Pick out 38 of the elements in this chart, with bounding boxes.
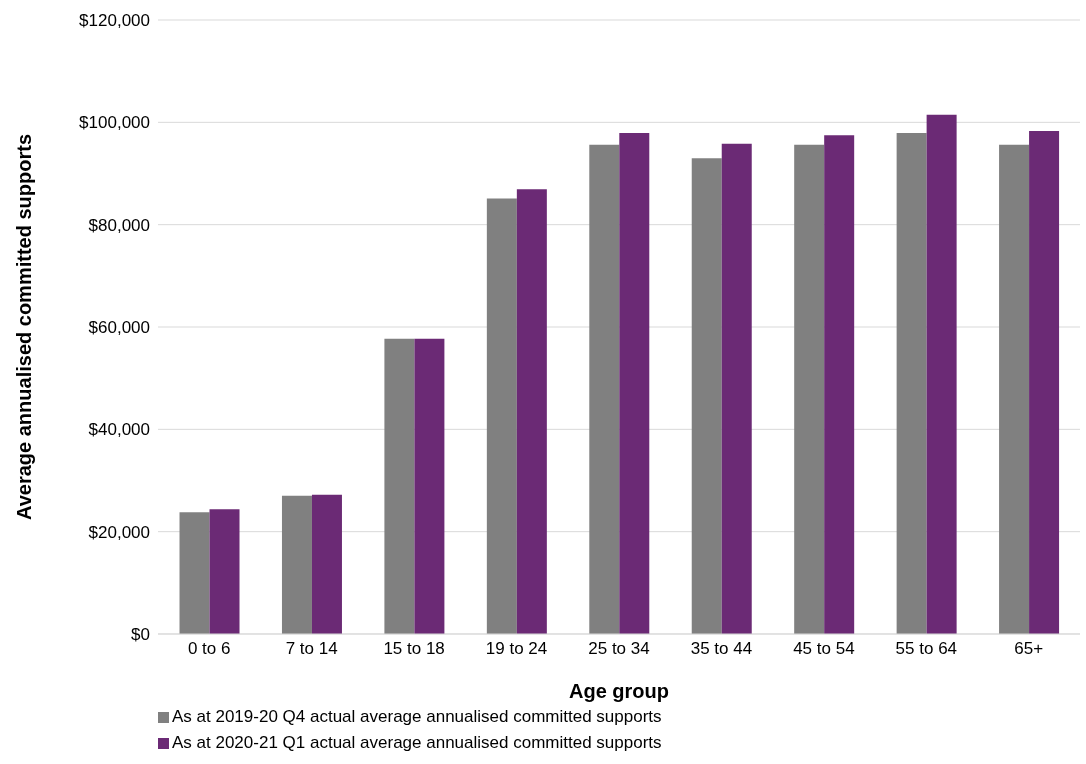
y-axis-title: Average annualised committed supports xyxy=(13,133,36,521)
y-tick-label: $0 xyxy=(131,625,150,645)
x-tick-label: 15 to 18 xyxy=(383,639,445,659)
bar xyxy=(311,494,342,634)
bar xyxy=(926,114,957,634)
bar xyxy=(486,198,517,634)
bar xyxy=(721,143,752,634)
y-tick-label: $80,000 xyxy=(88,215,150,235)
bar xyxy=(896,133,927,634)
bar xyxy=(589,144,620,634)
bar xyxy=(619,133,650,634)
bar xyxy=(516,189,547,634)
x-tick-label: 65+ xyxy=(1014,639,1044,659)
bar xyxy=(179,512,210,634)
x-axis-title: Age group xyxy=(569,680,669,702)
y-tick-label: $120,000 xyxy=(79,11,150,31)
y-tick-label: $40,000 xyxy=(88,420,150,440)
x-tick-label: 0 to 6 xyxy=(187,639,231,659)
x-tick-label: 25 to 34 xyxy=(588,639,650,659)
legend-label: As at 2020-21 Q1 actual average annualised committed supports xyxy=(172,732,662,754)
bar xyxy=(414,338,445,634)
bar xyxy=(824,135,855,634)
bar xyxy=(209,509,240,634)
bar xyxy=(794,144,825,634)
x-tick-label: 35 to 44 xyxy=(690,639,753,659)
x-tick-label: 7 to 14 xyxy=(285,639,338,659)
y-tick-label: $20,000 xyxy=(88,522,150,542)
legend-label: As at 2019-20 Q4 actual average annualised committed supports xyxy=(172,706,662,728)
x-tick-label: 19 to 24 xyxy=(485,639,548,659)
bar xyxy=(384,338,415,634)
y-tick-label: $60,000 xyxy=(88,318,150,338)
bar xyxy=(691,158,722,634)
y-tick-label: $100,000 xyxy=(79,113,150,133)
x-tick-label: 45 to 54 xyxy=(793,639,855,659)
bar xyxy=(999,144,1030,634)
bar xyxy=(281,495,312,634)
bar xyxy=(1029,131,1060,634)
x-tick-label: 55 to 64 xyxy=(895,639,958,659)
